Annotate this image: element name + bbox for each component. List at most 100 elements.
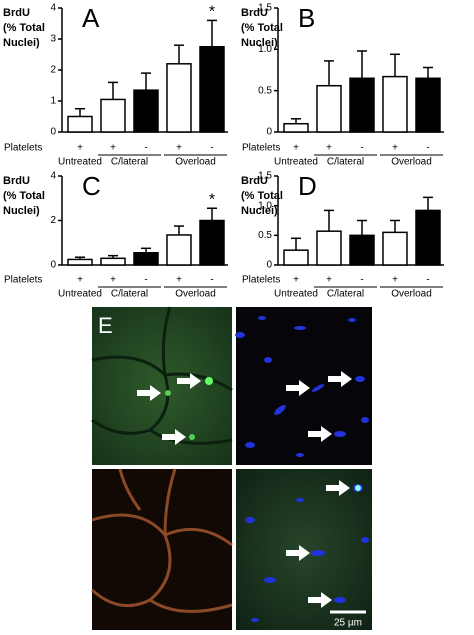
y-tick-label: 2 [50,65,56,76]
x-tick-label: - [360,275,363,286]
group-label: Untreated [58,157,102,168]
bar [349,234,375,266]
x-tick-label: + [176,275,182,286]
group-label: C/lateral [111,289,148,300]
x-tick-label: - [144,275,147,286]
annotation: * [209,191,215,208]
nucleus [165,390,171,396]
bar [166,234,192,266]
y-tick-label: 2 [50,215,56,226]
bar [67,115,93,133]
bar [283,122,309,133]
y-tick-label: 0 [266,260,272,271]
y-tick-label: 0 [50,260,56,271]
y-tick-label: 4 [50,171,56,182]
x-tick-label: + [293,143,299,154]
x-tick-label: + [392,275,398,286]
group-label: Untreated [58,289,102,300]
group-label: C/lateral [327,157,364,168]
y-axis-label: (% Total [241,190,283,202]
group-label: Overload [391,289,432,300]
group-label: Overload [175,289,216,300]
row-label: Platelets [242,143,280,154]
bar [67,258,93,266]
y-axis-label: Nuclei) [3,37,40,49]
x-tick-label: - [360,143,363,154]
panel-letter: D [298,171,317,201]
y-tick-label: 1.5 [258,171,272,182]
annotation: * [209,4,215,21]
merge-nuclei [245,484,369,622]
bar [382,75,408,133]
x-tick-label: + [77,143,83,154]
bar [199,46,225,133]
x-tick-label: + [392,143,398,154]
x-tick-label: - [426,275,429,286]
x-tick-label: + [293,275,299,286]
panel-letter: C [82,171,101,201]
y-axis-label: Nuclei) [241,37,278,49]
bar [382,231,408,266]
bar [316,230,342,266]
x-tick-label: + [326,275,332,286]
panel-letter: A [82,3,100,33]
y-axis-label: BrdU [241,175,268,187]
y-tick-label: 0.5 [258,85,272,96]
row-label: Platelets [242,275,280,286]
bar [283,249,309,266]
x-tick-label: + [110,143,116,154]
panel-letter: B [298,3,315,33]
group-label: Overload [175,157,216,168]
y-tick-label: 1 [50,96,56,107]
scale-bar-label: 25 µm [334,618,362,629]
y-tick-label: 0.5 [258,230,272,241]
y-axis-label: (% Total [241,22,283,34]
y-axis-label: BrdU [3,175,30,187]
bar [415,209,441,266]
x-tick-label: - [210,143,213,154]
nucleus [205,377,213,385]
bar [166,63,192,133]
image-brdu [92,307,232,465]
panel-e: E 25 µm [91,306,372,630]
x-tick-label: - [210,275,213,286]
x-tick-label: + [176,143,182,154]
y-axis-label: BrdU [241,7,268,19]
y-tick-label: 4 [50,3,56,14]
y-tick-label: 1.0 [258,44,272,55]
bar [199,219,225,266]
y-axis-label: Nuclei) [3,205,40,217]
bar [133,252,159,266]
x-tick-label: - [426,143,429,154]
group-label: Untreated [274,157,318,168]
y-axis-label: Nuclei) [241,205,278,217]
y-tick-label: 0 [50,127,56,138]
group-label: C/lateral [111,157,148,168]
x-tick-label: + [326,143,332,154]
bar [100,257,126,266]
y-axis-label: BrdU [3,7,30,19]
laminin-borders [91,468,233,613]
fiber-borders [91,306,233,445]
colocalized [355,485,361,491]
bar [415,77,441,133]
dapi-nuclei [235,316,369,457]
bar [100,98,126,133]
group-label: C/lateral [327,289,364,300]
nucleus [189,434,195,440]
y-tick-label: 1.0 [258,200,272,211]
x-tick-label: - [144,143,147,154]
x-tick-label: + [77,275,83,286]
group-label: Untreated [274,289,318,300]
y-axis-label: (% Total [3,22,45,34]
bar [349,77,375,133]
y-axis-label: (% Total [3,190,45,202]
row-label: Platelets [4,143,42,154]
y-tick-label: 0 [266,127,272,138]
panel-label: E [98,313,113,338]
group-label: Overload [391,157,432,168]
bar [316,84,342,133]
bar [133,89,159,133]
row-label: Platelets [4,275,42,286]
